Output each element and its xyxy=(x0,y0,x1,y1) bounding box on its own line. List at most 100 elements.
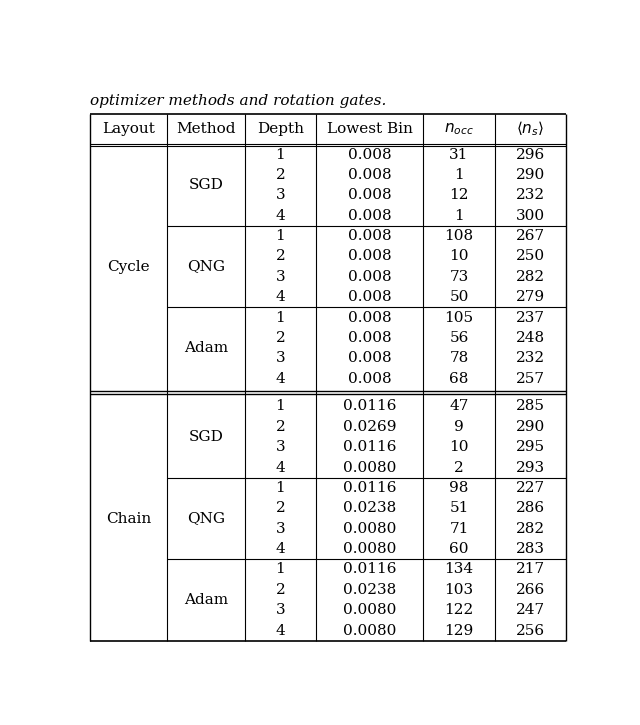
Text: 0.0116: 0.0116 xyxy=(343,440,396,454)
Text: 0.008: 0.008 xyxy=(348,229,392,243)
Text: 1: 1 xyxy=(275,310,285,325)
Text: 0.0116: 0.0116 xyxy=(343,481,396,495)
Text: 103: 103 xyxy=(444,583,474,597)
Text: 51: 51 xyxy=(449,501,468,515)
Text: 295: 295 xyxy=(516,440,545,454)
Text: 0.008: 0.008 xyxy=(348,352,392,365)
Text: $\langle n_s \rangle$: $\langle n_s \rangle$ xyxy=(516,120,545,138)
Text: 73: 73 xyxy=(449,270,468,283)
Text: 0.0116: 0.0116 xyxy=(343,399,396,413)
Text: 300: 300 xyxy=(516,209,545,223)
Text: 47: 47 xyxy=(449,399,468,413)
Text: 0.008: 0.008 xyxy=(348,331,392,345)
Text: 232: 232 xyxy=(516,188,545,202)
Text: SGD: SGD xyxy=(189,178,223,192)
Text: 256: 256 xyxy=(516,624,545,637)
Text: 2: 2 xyxy=(275,249,285,263)
Text: 227: 227 xyxy=(516,481,545,495)
Text: 286: 286 xyxy=(516,501,545,515)
Text: 60: 60 xyxy=(449,542,468,556)
Text: 0.0080: 0.0080 xyxy=(343,460,396,475)
Text: 56: 56 xyxy=(449,331,468,345)
Text: $n_{occ}$: $n_{occ}$ xyxy=(444,121,474,137)
Text: 0.008: 0.008 xyxy=(348,249,392,263)
Text: 31: 31 xyxy=(449,148,468,162)
Text: 2: 2 xyxy=(275,583,285,597)
Text: 108: 108 xyxy=(444,229,474,243)
Text: 257: 257 xyxy=(516,372,545,386)
Text: 10: 10 xyxy=(449,249,468,263)
Text: 3: 3 xyxy=(276,522,285,536)
Text: 134: 134 xyxy=(444,563,474,576)
Text: 4: 4 xyxy=(275,624,285,637)
Text: 12: 12 xyxy=(449,188,468,202)
Text: 50: 50 xyxy=(449,290,468,304)
Text: 282: 282 xyxy=(516,270,545,283)
Text: 2: 2 xyxy=(275,501,285,515)
Text: 296: 296 xyxy=(516,148,545,162)
Text: 0.0238: 0.0238 xyxy=(343,583,396,597)
Text: 2: 2 xyxy=(275,168,285,182)
Text: 1: 1 xyxy=(275,148,285,162)
Text: 0.0080: 0.0080 xyxy=(343,522,396,536)
Text: 4: 4 xyxy=(275,542,285,556)
Text: 0.0116: 0.0116 xyxy=(343,563,396,576)
Text: Cycle: Cycle xyxy=(108,260,150,273)
Text: QNG: QNG xyxy=(187,512,225,526)
Text: 3: 3 xyxy=(276,440,285,454)
Text: 4: 4 xyxy=(275,290,285,304)
Text: 293: 293 xyxy=(516,460,545,475)
Text: 71: 71 xyxy=(449,522,468,536)
Text: 3: 3 xyxy=(276,188,285,202)
Text: 3: 3 xyxy=(276,270,285,283)
Text: 0.0080: 0.0080 xyxy=(343,542,396,556)
Text: Chain: Chain xyxy=(106,512,151,526)
Text: Layout: Layout xyxy=(102,122,155,136)
Text: 10: 10 xyxy=(449,440,468,454)
Text: 0.0238: 0.0238 xyxy=(343,501,396,515)
Text: 290: 290 xyxy=(516,168,545,182)
Text: 105: 105 xyxy=(444,310,474,325)
Text: 1: 1 xyxy=(454,209,464,223)
Text: 0.0269: 0.0269 xyxy=(343,420,396,434)
Text: Method: Method xyxy=(176,122,236,136)
Text: 247: 247 xyxy=(516,603,545,617)
Text: 0.008: 0.008 xyxy=(348,270,392,283)
Text: 98: 98 xyxy=(449,481,468,495)
Text: 0.008: 0.008 xyxy=(348,188,392,202)
Text: 3: 3 xyxy=(276,603,285,617)
Text: 0.008: 0.008 xyxy=(348,209,392,223)
Text: 68: 68 xyxy=(449,372,468,386)
Text: 266: 266 xyxy=(516,583,545,597)
Text: 285: 285 xyxy=(516,399,545,413)
Text: 9: 9 xyxy=(454,420,464,434)
Text: 3: 3 xyxy=(276,352,285,365)
Text: 1: 1 xyxy=(275,563,285,576)
Text: 282: 282 xyxy=(516,522,545,536)
Text: 283: 283 xyxy=(516,542,545,556)
Text: Depth: Depth xyxy=(257,122,304,136)
Text: 1: 1 xyxy=(454,168,464,182)
Text: Lowest Bin: Lowest Bin xyxy=(327,122,413,136)
Text: 279: 279 xyxy=(516,290,545,304)
Text: 232: 232 xyxy=(516,352,545,365)
Text: Adam: Adam xyxy=(184,593,228,607)
Text: 2: 2 xyxy=(454,460,464,475)
Text: SGD: SGD xyxy=(189,430,223,444)
Text: 248: 248 xyxy=(516,331,545,345)
Text: 2: 2 xyxy=(275,420,285,434)
Text: 1: 1 xyxy=(275,481,285,495)
Text: 0.008: 0.008 xyxy=(348,168,392,182)
Text: 0.008: 0.008 xyxy=(348,372,392,386)
Text: 1: 1 xyxy=(275,229,285,243)
Text: 129: 129 xyxy=(444,624,474,637)
Text: 0.008: 0.008 xyxy=(348,310,392,325)
Text: 267: 267 xyxy=(516,229,545,243)
Text: Adam: Adam xyxy=(184,341,228,355)
Text: 2: 2 xyxy=(275,331,285,345)
Text: 1: 1 xyxy=(275,399,285,413)
Text: 0.008: 0.008 xyxy=(348,148,392,162)
Text: 0.0080: 0.0080 xyxy=(343,603,396,617)
Text: 4: 4 xyxy=(275,372,285,386)
Text: 217: 217 xyxy=(516,563,545,576)
